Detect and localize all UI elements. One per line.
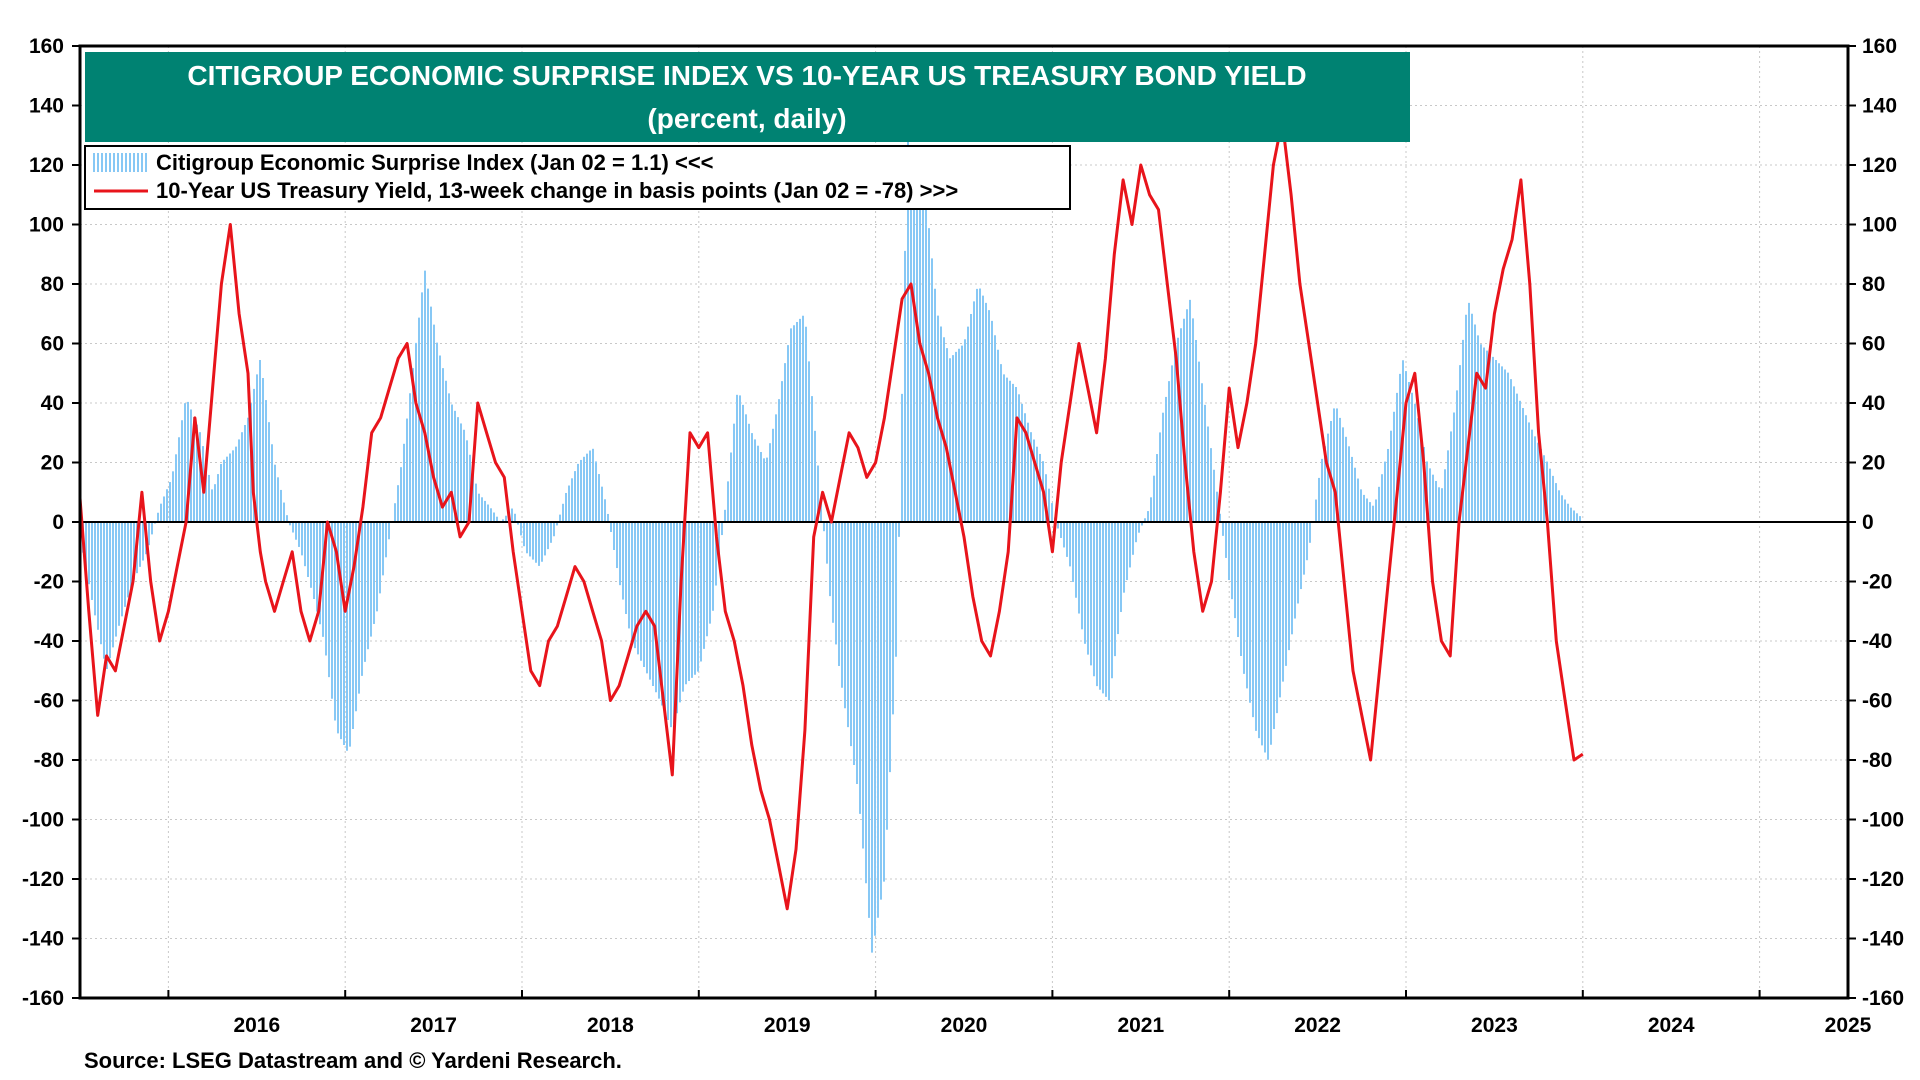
left-tick-label: -160 [22, 987, 64, 1010]
chart-subtitle: (percent, daily) [647, 103, 846, 134]
right-tick-label: -80 [1862, 749, 1892, 772]
x-axis-labels: 2016 2017 2018 2019 2020 2021 2022 2023 2024 2025 [233, 1014, 1871, 1037]
legend-box [84, 145, 1071, 210]
left-tick-label: -100 [22, 809, 64, 832]
surprise-index-bars [79, 137, 1581, 953]
source-note: Source: LSEG Datastream and © Yardeni Re… [84, 1048, 622, 1073]
x-tick-label: 2019 [764, 1014, 811, 1037]
x-tick-label: 2025 [1825, 1014, 1872, 1037]
x-tick-label: 2017 [410, 1014, 457, 1037]
title-box: CITIGROUP ECONOMIC SURPRISE INDEX VS 10-… [85, 52, 1410, 142]
right-tick-label: 20 [1862, 452, 1885, 475]
right-tick-label: -60 [1862, 690, 1892, 713]
x-tick-label: 2022 [1294, 1014, 1341, 1037]
left-tick-label: -60 [34, 690, 64, 713]
left-tick-label: -80 [34, 749, 64, 772]
legend-label-yield: 10-Year US Treasury Yield, 13-week chang… [156, 178, 958, 203]
left-tick-label: 40 [41, 392, 64, 415]
left-tick-label: 80 [41, 273, 64, 296]
right-tick-label: -100 [1862, 809, 1904, 832]
right-axis-labels: 160 140 120 100 80 60 40 20 0 -20 -40 -60 -80 -100 -12… [1862, 35, 1904, 1010]
right-tick-label: -40 [1862, 630, 1892, 653]
x-tick-label: 2020 [941, 1014, 988, 1037]
left-tick-label: -20 [34, 571, 64, 594]
right-tick-label: -140 [1862, 928, 1904, 951]
x-tick-label: 2018 [587, 1014, 634, 1037]
right-tick-label: -120 [1862, 868, 1904, 891]
right-tick-label: 120 [1862, 154, 1897, 177]
right-tick-label: 0 [1862, 511, 1874, 534]
left-tick-label: -120 [22, 868, 64, 891]
right-tick-label: 80 [1862, 273, 1885, 296]
plot-frame [78, 44, 1850, 1000]
left-tick-label: 120 [29, 154, 64, 177]
right-tick-label: 140 [1862, 95, 1897, 118]
left-tick-label: -40 [34, 630, 64, 653]
left-axis-labels: 160 140 120 100 80 60 40 20 0 -20 -40 -60 -80 -100 -12… [22, 35, 64, 1010]
right-tick-label: 60 [1862, 333, 1885, 356]
left-tick-label: 100 [29, 214, 64, 237]
left-tick-label: 160 [29, 35, 64, 58]
x-tick-label: 2024 [1648, 1014, 1695, 1037]
legend-label-surprise: Citigroup Economic Surprise Index (Jan 0… [156, 150, 714, 175]
legend-swatch-bars [93, 153, 147, 172]
x-tick-label: 2016 [233, 1014, 280, 1037]
yield-line-group [78, 118, 1584, 911]
title-background [85, 52, 1410, 142]
right-tick-label: -20 [1862, 571, 1892, 594]
x-tick-label: 2021 [1117, 1014, 1164, 1037]
legend: Citigroup Economic Surprise Index (Jan 0… [84, 145, 1071, 210]
right-tick-label: 160 [1862, 35, 1897, 58]
left-tick-label: 140 [29, 95, 64, 118]
left-tick-label: -140 [22, 928, 64, 951]
right-tick-label: 100 [1862, 214, 1897, 237]
right-tick-label: -160 [1862, 987, 1904, 1010]
left-tick-label: 0 [52, 511, 64, 534]
x-tick-label: 2023 [1471, 1014, 1518, 1037]
right-tick-label: 40 [1862, 392, 1885, 415]
left-tick-label: 20 [41, 452, 64, 475]
chart-title: CITIGROUP ECONOMIC SURPRISE INDEX VS 10-… [187, 60, 1306, 91]
yield-line [78, 118, 1584, 911]
left-tick-label: 60 [41, 333, 64, 356]
